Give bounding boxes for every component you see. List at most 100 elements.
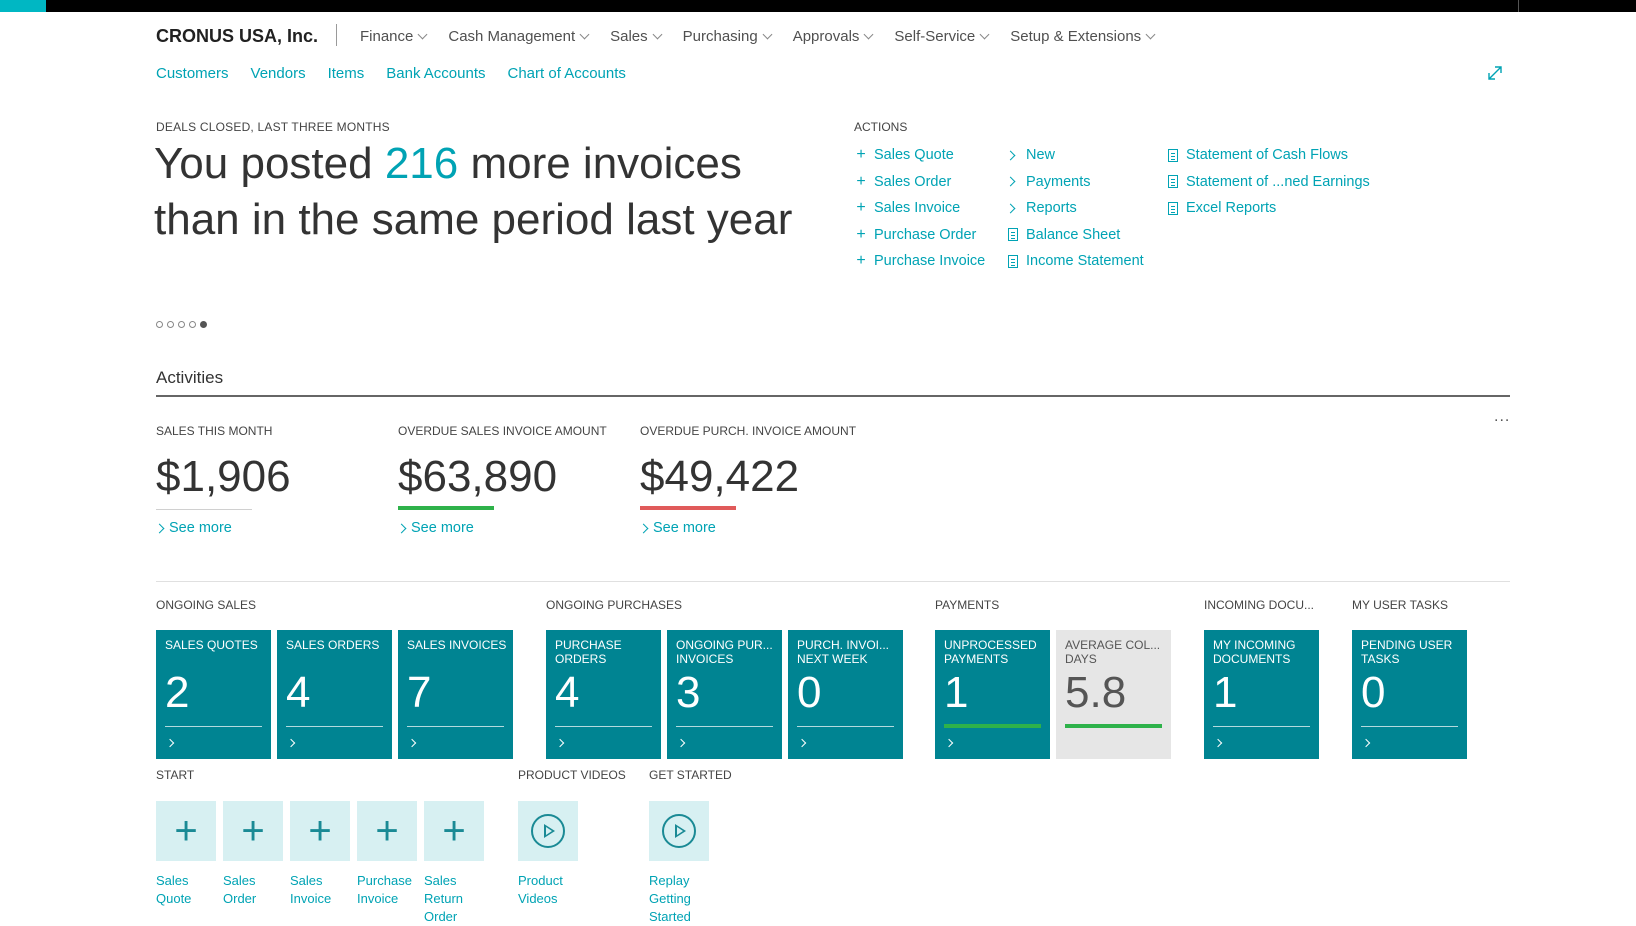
carousel-dot[interactable] (167, 321, 174, 328)
kpi-sales-this-month[interactable]: SALES THIS MONTH $1,906 See more (154, 424, 291, 536)
chevron-down-icon (762, 29, 773, 40)
nav-link-customers[interactable]: Customers (156, 65, 229, 82)
kpi-value: $49,422 (640, 452, 800, 501)
action-label: Sales Invoice (874, 200, 961, 217)
action-label: Reports (1026, 200, 1077, 217)
action-sales-invoice[interactable]: + Sales Invoice (854, 195, 985, 222)
start-item-caption[interactable]: Sales Invoice (290, 873, 332, 906)
menu-label: Setup & Extensions (1010, 28, 1142, 45)
chevron-right-icon (944, 738, 954, 748)
product-videos-caption[interactable]: Product Videos (518, 873, 563, 906)
tile-purch-invoices-next-week[interactable]: PURCH. INVOI... NEXT WEEK 0 (788, 630, 903, 759)
nav-link-chart-of-accounts[interactable]: Chart of Accounts (507, 65, 626, 82)
see-more-link[interactable]: See more (154, 520, 291, 536)
start-sales-invoice-button[interactable]: + (290, 801, 350, 861)
action-sales-quote[interactable]: + Sales Quote (854, 142, 985, 169)
see-more-link[interactable]: See more (638, 520, 856, 536)
chevron-right-icon (555, 738, 565, 748)
company-name[interactable]: CRONUS USA, Inc. (156, 26, 319, 46)
carousel-dot[interactable] (189, 321, 196, 328)
nav-link-vendors[interactable]: Vendors (250, 65, 306, 82)
actions-column-menus: New Payments Reports Balance Sheet Incom… (1005, 142, 1144, 275)
see-more-link[interactable]: See more (396, 520, 607, 536)
tile-purchase-orders[interactable]: PURCHASE ORDERS 4 (546, 630, 661, 759)
action-statement-of-retained-earnings[interactable]: Statement of ...ned Earnings (1166, 169, 1370, 196)
headline-highlight: 216 (384, 139, 459, 188)
plus-icon: + (308, 809, 332, 853)
start-sales-return-order-button[interactable]: + (424, 801, 484, 861)
action-purchase-order[interactable]: + Purchase Order (854, 222, 985, 249)
menu-self-service[interactable]: Self-Service (894, 28, 990, 45)
kpi-overdue-purch-invoice-amount[interactable]: OVERDUE PURCH. INVOICE AMOUNT $49,422 Se… (638, 424, 856, 536)
action-reports[interactable]: Reports (1005, 195, 1144, 222)
start-sales-order-button[interactable]: + (223, 801, 283, 861)
report-icon (1166, 175, 1180, 189)
kpi-overdue-sales-invoice-amount[interactable]: OVERDUE SALES INVOICE AMOUNT $63,890 See… (396, 424, 607, 536)
tile-unprocessed-payments[interactable]: UNPROCESSED PAYMENTS 1 (935, 630, 1050, 759)
menu-purchasing[interactable]: Purchasing (683, 28, 773, 45)
carousel-dot-active[interactable] (200, 321, 207, 328)
plus-icon: + (241, 809, 265, 853)
activities-underline (156, 395, 1510, 397)
tile-my-incoming-documents[interactable]: MY INCOMING DOCUMENTS 1 (1204, 630, 1319, 759)
action-label: New (1026, 147, 1056, 164)
tile-sales-invoices[interactable]: SALES INVOICES 7 (398, 630, 513, 759)
action-purchase-invoice[interactable]: + Purchase Invoice (854, 248, 985, 275)
start-purchase-invoice-button[interactable]: + (357, 801, 417, 861)
menu-approvals[interactable]: Approvals (792, 28, 874, 45)
chevron-right-icon (676, 738, 686, 748)
tile-ongoing-purchase-invoices[interactable]: ONGOING PUR... INVOICES 3 (667, 630, 782, 759)
tile-divider (1213, 726, 1310, 727)
tile-pending-user-tasks[interactable]: PENDING USER TASKS 0 (1352, 630, 1467, 759)
start-item-caption[interactable]: Sales Order (223, 873, 257, 906)
tile-value: 1 (1213, 668, 1238, 717)
report-icon (1006, 228, 1020, 242)
nav-link-bank-accounts[interactable]: Bank Accounts (386, 65, 486, 82)
actions-column-new: + Sales Quote + Sales Order + Sales Invoice… (854, 142, 985, 275)
menu-finance[interactable]: Finance (360, 28, 428, 45)
start-sales-quote-button[interactable]: + (156, 801, 216, 861)
product-videos-button[interactable] (518, 801, 578, 861)
action-balance-sheet[interactable]: Balance Sheet (1006, 222, 1144, 249)
menu-label: Approvals (792, 28, 860, 45)
menu-setup-extensions[interactable]: Setup & Extensions (1010, 28, 1156, 45)
headline-pre: You posted (154, 139, 385, 188)
action-statement-of-cash-flows[interactable]: Statement of Cash Flows (1166, 142, 1370, 169)
product-videos-label: PRODUCT VIDEOS (518, 768, 626, 782)
tile-value: 3 (676, 668, 701, 717)
start-item-caption[interactable]: Sales Return Order (424, 873, 464, 924)
kpi-status-bar-red (640, 506, 736, 510)
expand-icon[interactable] (1486, 64, 1504, 82)
tile-sales-quotes[interactable]: SALES QUOTES 2 (156, 630, 271, 759)
tile-sales-orders[interactable]: SALES ORDERS 4 (277, 630, 392, 759)
chevron-down-icon (1145, 29, 1156, 40)
menu-sales[interactable]: Sales (610, 28, 663, 45)
chevron-down-icon (863, 29, 874, 40)
app-launcher-button[interactable] (0, 0, 46, 12)
menu-cash-management[interactable]: Cash Management (448, 28, 590, 45)
chevron-right-icon (1005, 203, 1020, 214)
action-sales-order[interactable]: + Sales Order (854, 169, 985, 196)
carousel-dot[interactable] (178, 321, 185, 328)
start-label: START (156, 768, 195, 782)
plus-icon: + (856, 199, 866, 217)
chevron-right-icon (1361, 738, 1371, 748)
action-new[interactable]: New (1005, 142, 1144, 169)
nav-link-items[interactable]: Items (327, 65, 365, 82)
more-options-button[interactable]: ... (1494, 408, 1511, 425)
tile-value: 1 (944, 668, 969, 717)
tile-label: SALES INVOICES (407, 638, 507, 652)
get-started-caption[interactable]: Replay Getting Started (649, 873, 691, 924)
actions-label: ACTIONS (854, 120, 908, 134)
plus-icon: + (856, 172, 866, 190)
report-icon (1166, 201, 1180, 215)
chevron-down-icon (652, 29, 663, 40)
start-item-caption[interactable]: Purchase Invoice (357, 873, 412, 906)
start-item-caption[interactable]: Sales Quote (156, 873, 192, 906)
carousel-dot[interactable] (156, 321, 163, 328)
action-income-statement[interactable]: Income Statement (1006, 248, 1144, 275)
tile-average-collection-days[interactable]: AVERAGE COL... DAYS 5.8 (1056, 630, 1171, 759)
replay-getting-started-button[interactable] (649, 801, 709, 861)
action-payments[interactable]: Payments (1005, 169, 1144, 196)
action-excel-reports[interactable]: Excel Reports (1166, 195, 1370, 222)
